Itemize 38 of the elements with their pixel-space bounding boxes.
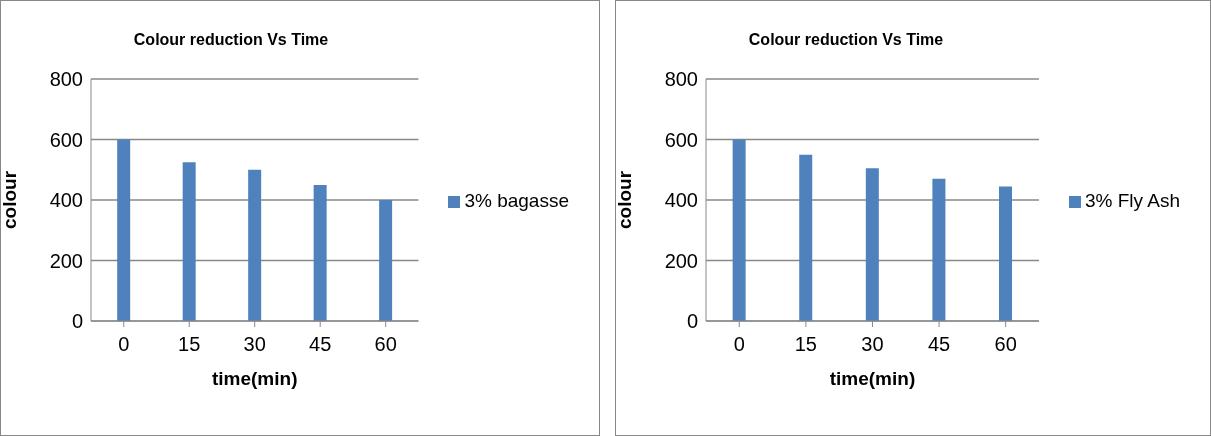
bar	[379, 200, 393, 321]
bar	[732, 139, 746, 321]
bar	[182, 162, 196, 321]
bar	[932, 178, 946, 321]
y-tick-label: 200	[664, 249, 698, 272]
x-tick-label: 45	[309, 333, 332, 356]
x-tick-label: 15	[178, 333, 201, 356]
y-tick-label: 800	[49, 68, 83, 91]
y-tick-label: 0	[686, 310, 698, 333]
legend-label: 3% bagasse	[464, 190, 569, 211]
bar	[865, 168, 879, 321]
y-tick-label: 200	[49, 249, 83, 272]
x-tick-label: 30	[243, 333, 266, 356]
x-tick-label: 60	[374, 333, 397, 356]
bar	[248, 169, 262, 321]
x-tick-label: 60	[994, 333, 1017, 356]
x-tick-label: 30	[861, 333, 884, 356]
x-tick-label: 0	[118, 333, 130, 356]
chart-title: Colour reduction Vs Time	[747, 31, 945, 49]
y-axis-title: colour	[0, 170, 20, 230]
y-tick-label: 0	[71, 310, 83, 333]
bar	[999, 186, 1012, 321]
y-tick-label: 400	[49, 189, 83, 212]
x-tick-label: 15	[794, 333, 818, 356]
y-axis-title: colour	[613, 170, 635, 230]
y-tick-label: 800	[664, 68, 698, 91]
y-tick-label: 600	[49, 128, 83, 151]
x-axis-title: time(min)	[829, 368, 916, 389]
bar	[799, 154, 813, 321]
x-tick-label: 45	[927, 333, 951, 356]
y-tick-label: 600	[664, 128, 698, 151]
chart-title: Colour reduction Vs Time	[132, 31, 330, 49]
bar	[313, 184, 327, 321]
x-tick-label: 0	[733, 333, 745, 356]
x-axis-title: time(min)	[211, 368, 298, 389]
bar	[117, 139, 131, 321]
y-tick-label: 400	[664, 189, 698, 212]
legend-label: 3% Fly Ash	[1084, 190, 1180, 211]
